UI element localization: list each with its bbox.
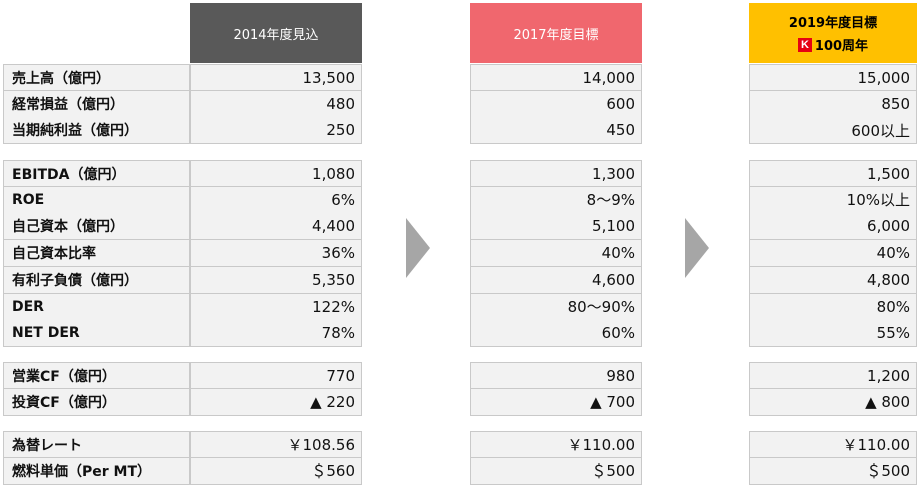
value-2017: 80～90% xyxy=(470,293,642,321)
table-row: 燃料単価（Per MT） ＄560 ＄500 ＄500 xyxy=(0,457,921,485)
value-2014: 1,080 xyxy=(190,160,362,187)
value-2014: ＄560 xyxy=(190,457,362,485)
value-2017: 600 xyxy=(470,90,642,118)
table-row: 自己資本（億円） 4,400 5,100 6,000 xyxy=(0,213,921,241)
value-2017: 5,100 xyxy=(470,213,642,241)
table-row: 経常損益（億円） 480 600 850 xyxy=(0,90,921,118)
row-label: 売上高（億円） xyxy=(3,64,190,91)
value-2014: 36% xyxy=(190,240,362,268)
value-2017: 14,000 xyxy=(470,64,642,91)
value-2017: 40% xyxy=(470,240,642,268)
value-2014: 480 xyxy=(190,90,362,118)
value-2014: 5,350 xyxy=(190,266,362,294)
value-2019: 1,500 xyxy=(749,160,917,187)
value-2019: ￥110.00 xyxy=(749,431,917,458)
value-2014: ￥108.56 xyxy=(190,431,362,458)
value-2019: 10%以上 xyxy=(749,186,917,214)
row-label: 投資CF（億円） xyxy=(3,388,190,416)
table-row: DER 122% 80～90% 80% xyxy=(0,293,921,321)
table-row: 有利子負債（億円） 5,350 4,600 4,800 xyxy=(0,266,921,294)
row-label: 自己資本（億円） xyxy=(3,213,190,241)
value-2014: 250 xyxy=(190,117,362,145)
value-2017: 60% xyxy=(470,320,642,348)
value-2017: 8～9% xyxy=(470,186,642,214)
k-logo-icon: K xyxy=(797,37,812,52)
table-row: 自己資本比率 36% 40% 40% xyxy=(0,240,921,268)
header-2014-label: 2014年度見込 xyxy=(233,27,319,43)
value-2014: 122% xyxy=(190,293,362,321)
value-2019: 1,200 xyxy=(749,362,917,389)
value-2019: 55% xyxy=(749,320,917,348)
value-2014: ▲ 220 xyxy=(190,388,362,416)
value-2014: 770 xyxy=(190,362,362,389)
table-row: 当期純利益（億円） 250 450 600以上 xyxy=(0,117,921,145)
chevron-right-icon xyxy=(406,218,430,278)
value-2014: 13,500 xyxy=(190,64,362,91)
value-2017: 980 xyxy=(470,362,642,389)
value-2019: 80% xyxy=(749,293,917,321)
value-2019: 40% xyxy=(749,240,917,268)
value-2019: 4,800 xyxy=(749,266,917,294)
header-2019-target: 2019年度目標 K 100周年 xyxy=(749,3,917,63)
value-2019: 15,000 xyxy=(749,64,917,91)
value-2019: 850 xyxy=(749,90,917,118)
header-2019-label: 2019年度目標 xyxy=(788,16,878,31)
value-2019: ＄500 xyxy=(749,457,917,485)
row-label: 有利子負債（億円） xyxy=(3,266,190,294)
chevron-right-icon xyxy=(685,218,709,278)
row-label: 営業CF（億円） xyxy=(3,362,190,389)
value-2014: 78% xyxy=(190,320,362,348)
table-row: 投資CF（億円） ▲ 220 ▲ 700 ▲ 800 xyxy=(0,388,921,416)
header-2014-forecast: 2014年度見込 xyxy=(190,3,362,63)
header-2017-target: 2017年度目標 xyxy=(470,3,642,63)
header-2019-centennial: K 100周年 xyxy=(797,35,869,54)
value-2014: 6% xyxy=(190,186,362,214)
row-label: NET DER xyxy=(3,320,190,348)
row-label: 燃料単価（Per MT） xyxy=(3,457,190,485)
value-2017: ▲ 700 xyxy=(470,388,642,416)
value-2019: 600以上 xyxy=(749,117,917,145)
header-2019-centennial-label: 100周年 xyxy=(814,39,869,54)
row-label: 経常損益（億円） xyxy=(3,90,190,118)
table-row: 売上高（億円） 13,500 14,000 15,000 xyxy=(0,64,921,91)
table-row: ROE 6% 8～9% 10%以上 xyxy=(0,186,921,214)
value-2017: ＄500 xyxy=(470,457,642,485)
row-label: 自己資本比率 xyxy=(3,240,190,268)
value-2019: ▲ 800 xyxy=(749,388,917,416)
value-2017: 1,300 xyxy=(470,160,642,187)
table-row: NET DER 78% 60% 55% xyxy=(0,320,921,348)
value-2019: 6,000 xyxy=(749,213,917,241)
row-label: 為替レート xyxy=(3,431,190,458)
row-label: DER xyxy=(3,293,190,321)
table-row: 営業CF（億円） 770 980 1,200 xyxy=(0,362,921,389)
row-label: 当期純利益（億円） xyxy=(3,117,190,145)
table-row: 為替レート ￥108.56 ￥110.00 ￥110.00 xyxy=(0,431,921,458)
row-label: ROE xyxy=(3,186,190,214)
value-2017: 4,600 xyxy=(470,266,642,294)
header-2017-label: 2017年度目標 xyxy=(513,27,599,43)
table-row: EBITDA（億円） 1,080 1,300 1,500 xyxy=(0,160,921,187)
value-2017: ￥110.00 xyxy=(470,431,642,458)
value-2014: 4,400 xyxy=(190,213,362,241)
row-label: EBITDA（億円） xyxy=(3,160,190,187)
value-2017: 450 xyxy=(470,117,642,145)
